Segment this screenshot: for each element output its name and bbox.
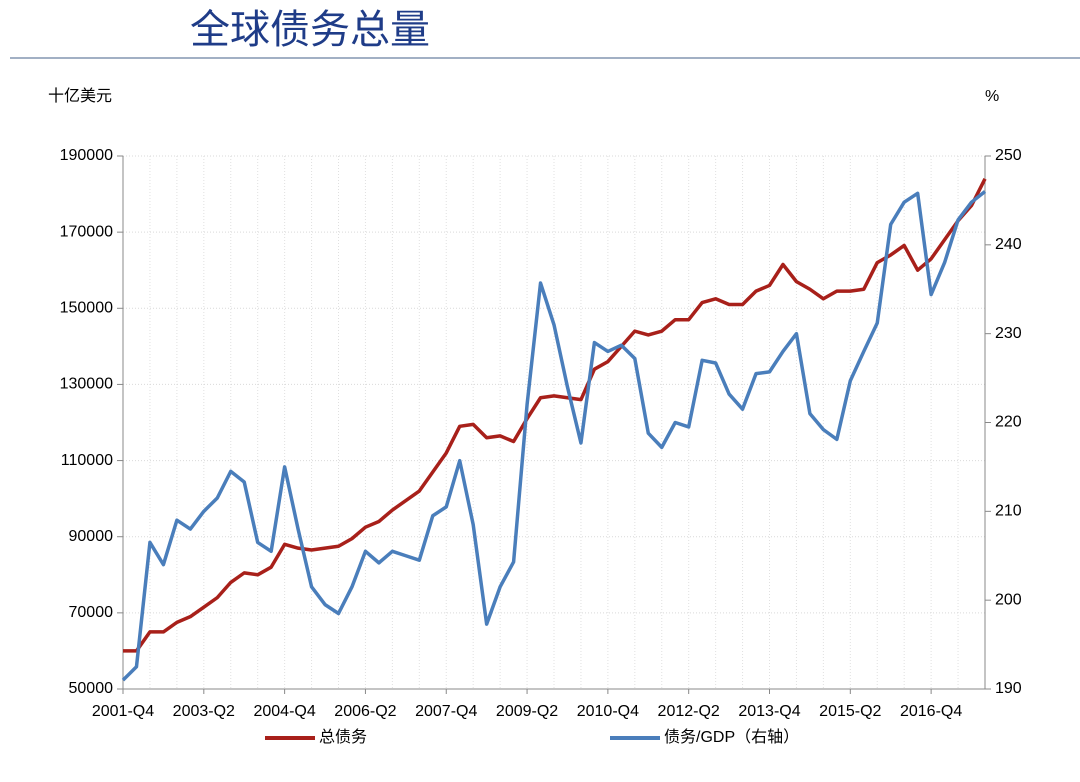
x-tick-label: 2013-Q4	[738, 703, 800, 720]
x-tick-label: 2010-Q4	[577, 703, 639, 720]
y2-tick-label: 250	[995, 147, 1022, 164]
legend-label: 债务/GDP（右轴）	[664, 728, 799, 746]
y-axis-title: 十亿美元	[48, 87, 112, 105]
y2-tick-label: 240	[995, 236, 1022, 253]
x-tick-label: 2012-Q2	[658, 703, 720, 720]
x-tick-label: 2016-Q4	[900, 703, 962, 720]
y2-tick-label: 230	[995, 325, 1022, 342]
series-line	[121, 190, 987, 682]
x-tick-label: 2007-Q4	[415, 703, 477, 720]
y2-axis-title: %	[985, 88, 999, 105]
x-tick-label: 2015-Q2	[819, 703, 881, 720]
x-tick-label: 2001-Q4	[92, 703, 154, 720]
x-tick-label: 2004-Q4	[253, 703, 315, 720]
y-tick-label: 50000	[69, 680, 114, 697]
y-tick-label: 130000	[60, 376, 113, 393]
y-tick-label: 70000	[69, 604, 114, 621]
y-tick-label: 110000	[61, 452, 113, 469]
x-tick-label: 2003-Q2	[173, 703, 235, 720]
x-tick-label: 2009-Q2	[496, 703, 558, 720]
y2-tick-label: 200	[995, 591, 1022, 608]
y-tick-label: 150000	[60, 300, 113, 317]
y-tick-label: 90000	[69, 528, 114, 545]
y-tick-label: 190000	[60, 147, 113, 164]
series-line	[123, 178, 987, 653]
x-tick-label: 2006-Q2	[334, 703, 396, 720]
legend-label: 总债务	[319, 728, 367, 746]
y2-tick-label: 220	[995, 414, 1022, 431]
y2-tick-label: 210	[995, 503, 1022, 520]
y2-tick-label: 190	[995, 680, 1022, 697]
chart-title: 全球债务总量	[190, 7, 430, 52]
y-tick-label: 170000	[60, 223, 113, 240]
